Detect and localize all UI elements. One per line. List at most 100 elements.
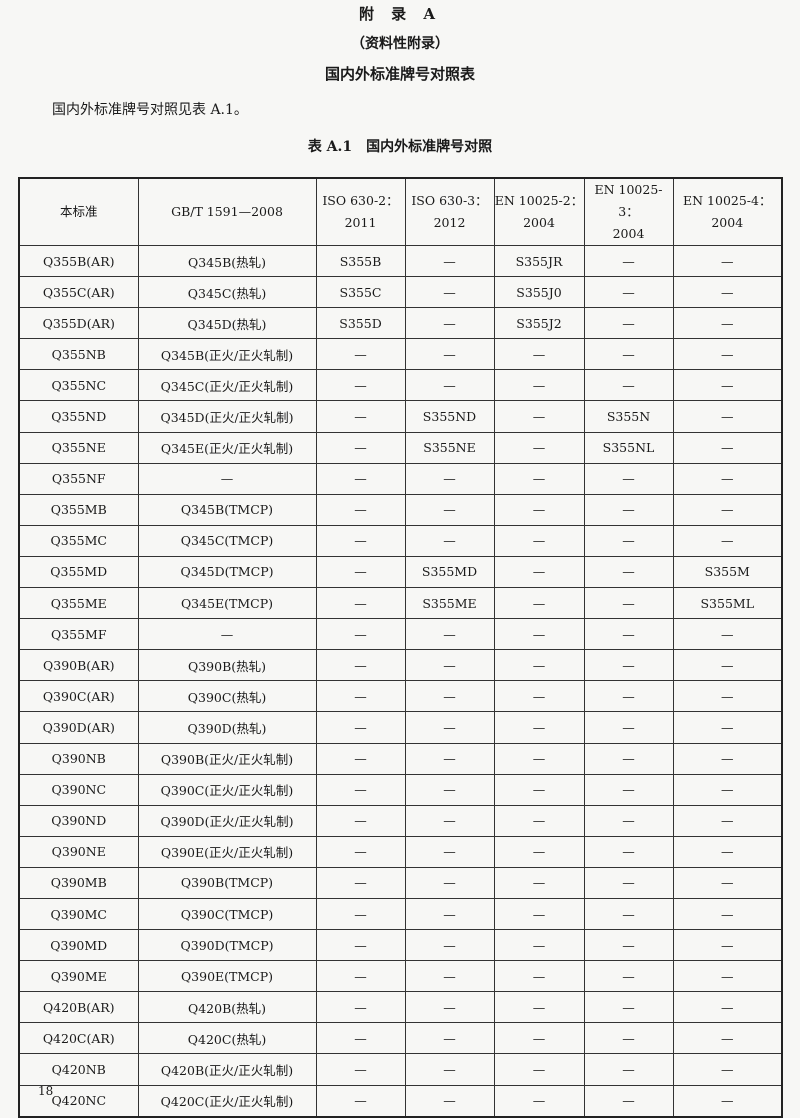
table-cell: — (583, 244, 674, 278)
table-cell: — (583, 1084, 674, 1118)
table-cell: — (583, 493, 674, 526)
table-cell: Q420NC (18, 1084, 139, 1118)
table-header-row: 本标准 GB/T 1591—2008 ISO 630-2： 2011 ISO 630-3… (18, 177, 783, 246)
table-cell: S355ML (672, 587, 783, 620)
appendix-title: 附 录 A (358, 5, 442, 23)
table-cell: — (137, 462, 317, 495)
table-cell: Q390MD (18, 929, 139, 962)
table-row: Q355B(AR) Q345B(热轧) S355B — S355JR — — (18, 244, 783, 278)
table-cell: — (404, 711, 495, 744)
table-cell: — (583, 680, 674, 713)
table-cell: — (404, 866, 495, 899)
table-cell: — (315, 711, 406, 744)
table-cell: — (583, 804, 674, 837)
table-cell: S355B (315, 244, 406, 278)
table-cell: Q355NF (18, 462, 139, 495)
table-cell: Q390D(热轧) (137, 711, 317, 744)
table-cell: Q390ME (18, 960, 139, 993)
table-cell: — (404, 244, 495, 278)
table-cell: — (315, 462, 406, 495)
table-row: Q390B(AR) Q390B(热轧) — — — — — (18, 649, 783, 682)
table-row: Q355NF — — — — — — (18, 462, 783, 495)
table-cell: — (404, 835, 495, 868)
table-cell: S355C (315, 276, 406, 309)
table-row: Q355ME Q345E(TMCP) — S355ME — — S355ML (18, 587, 783, 620)
table-cell: Q390C(热轧) (137, 680, 317, 713)
table-cell: — (583, 897, 674, 931)
table-cell: S355JR (493, 244, 585, 278)
table-cell: — (493, 866, 585, 899)
table-cell: — (404, 1053, 495, 1086)
column-header: EN 10025-3： 2004 (583, 177, 674, 246)
table-row: Q390MD Q390D(TMCP) — — — — — (18, 929, 783, 962)
table-cell: — (315, 929, 406, 962)
table-row: Q355MF — — — — — — (18, 618, 783, 651)
table-cell: — (404, 680, 495, 713)
table-cell: Q390B(TMCP) (137, 866, 317, 899)
table-row: Q420B(AR) Q420B(热轧) — — — — — (18, 991, 783, 1024)
table-cell: — (315, 400, 406, 433)
table-cell: — (315, 866, 406, 899)
table-cell: — (493, 991, 585, 1024)
table-cell: — (583, 711, 674, 744)
table-cell: Q355D(AR) (18, 307, 139, 340)
table-cell: — (672, 742, 783, 775)
table-cell: Q390ND (18, 804, 139, 837)
table-row: Q390ME Q390E(TMCP) — — — — — (18, 960, 783, 993)
appendix-type: （资料性附录） (351, 36, 449, 52)
table-cell: — (672, 991, 783, 1024)
table-cell: Q355C(AR) (18, 276, 139, 309)
table-cell: — (672, 369, 783, 402)
table-cell: Q345B(正火/正火轧制) (137, 338, 317, 371)
table-row: Q355MC Q345C(TMCP) — — — — — (18, 524, 783, 557)
table-cell: Q355MC (18, 524, 139, 557)
table-cell: — (315, 338, 406, 371)
table-cell: Q390B(AR) (18, 649, 139, 682)
table-cell: — (493, 649, 585, 682)
table-cell: — (404, 897, 495, 931)
table-cell: — (315, 649, 406, 682)
table-cell: — (404, 773, 495, 806)
table-cell: — (672, 400, 783, 433)
table-row: Q390MB Q390B(TMCP) — — — — — (18, 866, 783, 899)
table-cell: Q390E(正火/正火轧制) (137, 835, 317, 868)
column-header: EN 10025-4： 2004 (672, 177, 783, 246)
column-header: ISO 630-2： 2011 (315, 177, 406, 246)
column-header-line: ISO 630-2： (322, 193, 399, 208)
table-row: Q390NC Q390C(正火/正火轧制) — — — — — (18, 773, 783, 806)
table-cell: — (672, 244, 783, 278)
table-row: Q355ND Q345D(正火/正火轧制) — S355ND — S355N — (18, 400, 783, 433)
table-cell: Q420B(正火/正火轧制) (137, 1053, 317, 1086)
column-header-line: ISO 630-3： (411, 193, 488, 208)
table-cell: — (672, 1053, 783, 1086)
intro-text: 国内外标准牌号对照见表 A.1。 (52, 102, 248, 118)
table-cell: S355MD (404, 555, 495, 589)
table-cell: — (493, 493, 585, 526)
table-cell: — (404, 618, 495, 651)
table-cell: Q345B(热轧) (137, 244, 317, 278)
table-cell: — (583, 555, 674, 589)
table-cell: — (672, 649, 783, 682)
table-cell: — (315, 555, 406, 589)
table-cell: — (315, 431, 406, 464)
column-header-line: GB/T 1591—2008 (171, 204, 283, 219)
table-cell: — (583, 369, 674, 402)
table-cell: — (404, 276, 495, 309)
table-cell: Q345D(正火/正火轧制) (137, 400, 317, 433)
table-cell: — (672, 431, 783, 464)
table-cell: Q390C(正火/正火轧制) (137, 773, 317, 806)
table-cell: — (315, 835, 406, 868)
table-cell: — (583, 742, 674, 775)
table-cell: Q355B(AR) (18, 244, 139, 278)
table-cell: — (493, 587, 585, 620)
column-header: 本标准 (18, 177, 139, 246)
table-cell: — (315, 991, 406, 1024)
table-cell: — (672, 618, 783, 651)
table-cell: — (315, 1053, 406, 1086)
column-header-line: EN 10025-2： (494, 193, 584, 208)
column-header: ISO 630-3： 2012 (404, 177, 495, 246)
table-cell: — (493, 369, 585, 402)
table-cell: — (315, 1022, 406, 1055)
table-cell: Q345C(热轧) (137, 276, 317, 309)
table-row: Q420NB Q420B(正火/正火轧制) — — — — — (18, 1053, 783, 1086)
